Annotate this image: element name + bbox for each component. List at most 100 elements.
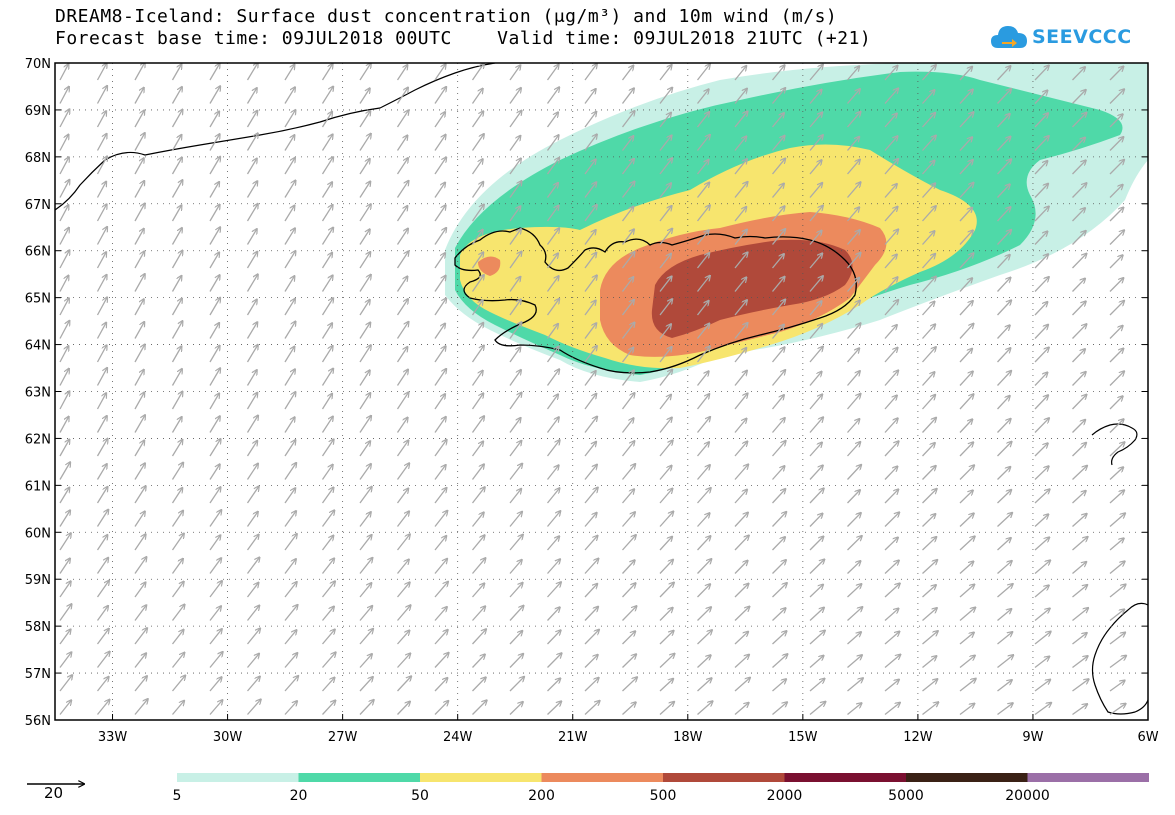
- wind-arrow: [622, 535, 636, 551]
- wind-arrow: [284, 559, 296, 574]
- wind-arrow: [359, 159, 370, 175]
- wind-arrow: [434, 64, 446, 81]
- wind-arrow: [471, 64, 484, 81]
- wind-arrow: [959, 183, 973, 198]
- wind-arrow: [171, 488, 183, 504]
- wind-arrow: [922, 136, 936, 151]
- wind-arrow: [734, 136, 746, 151]
- lat-label: 70N: [25, 57, 51, 72]
- wind-arrow: [884, 300, 898, 316]
- wind-arrow: [922, 702, 939, 716]
- wind-arrow: [59, 64, 68, 81]
- wind-arrow: [321, 369, 334, 386]
- wind-arrow: [622, 702, 636, 715]
- wind-arrow: [134, 699, 148, 715]
- wind-arrow: [359, 134, 371, 151]
- wind-arrow: [471, 416, 485, 433]
- wind-arrow: [621, 348, 634, 363]
- wind-arrow: [547, 630, 561, 645]
- wind-arrow: [622, 489, 635, 504]
- wind-arrow: [321, 64, 333, 81]
- wind-arrow: [659, 631, 674, 645]
- wind-arrow: [246, 322, 258, 339]
- wind-arrow: [697, 701, 713, 715]
- wind-arrow: [1109, 89, 1124, 104]
- wind-arrow: [1072, 160, 1086, 175]
- wind-arrow: [434, 536, 446, 551]
- wind-arrow: [321, 112, 333, 128]
- wind-arrow: [809, 417, 823, 433]
- wind-arrow: [434, 678, 447, 692]
- wind-arrow: [622, 512, 635, 527]
- wind-arrow: [734, 371, 747, 386]
- wind-arrow: [997, 655, 1014, 669]
- wind-arrow: [997, 680, 1012, 692]
- wind-arrow: [1072, 608, 1089, 622]
- wind-arrow: [1072, 67, 1086, 81]
- wind-arrow: [471, 464, 484, 480]
- lat-label: 67N: [25, 198, 51, 213]
- wind-arrow: [997, 66, 1011, 81]
- lat-label: 59N: [25, 573, 51, 588]
- colorbar: 5 20 50 200 500 2000 5000 20000: [173, 773, 1149, 804]
- wind-arrow: [509, 111, 522, 128]
- wind-arrow: [734, 230, 747, 245]
- wind-arrow: [696, 253, 710, 269]
- wind-arrow: [59, 417, 69, 433]
- wind-arrow: [209, 487, 221, 504]
- wind-arrow: [96, 134, 107, 151]
- wind-arrow: [209, 535, 220, 551]
- wind-arrow: [922, 254, 936, 269]
- wind-arrow: [1109, 301, 1124, 316]
- wind-arrow: [1109, 681, 1125, 692]
- wind-arrow: [959, 608, 975, 621]
- wind-arrow: [246, 63, 258, 81]
- wind-arrow: [621, 229, 634, 245]
- wind-arrow: [621, 441, 635, 457]
- wind-arrow: [734, 348, 746, 363]
- wind-arrow: [209, 677, 222, 692]
- wind-arrow: [284, 605, 298, 621]
- wind-arrow: [734, 607, 749, 621]
- wind-arrow: [59, 87, 69, 104]
- wind-arrow: [284, 65, 294, 81]
- wind-arrow: [1072, 633, 1087, 645]
- wind-arrow: [59, 652, 71, 668]
- wind-arrow: [772, 512, 787, 527]
- wind-arrow: [59, 510, 70, 527]
- wind-arrow: [321, 253, 333, 269]
- wind-arrow: [547, 653, 562, 668]
- wind-arrow: [96, 677, 109, 692]
- wind-arrow: [847, 561, 861, 574]
- map-subtitle: Forecast base time: 09JUL2018 00UTC Vali…: [55, 28, 872, 49]
- wind-arrow: [321, 465, 333, 480]
- wind-arrow: [209, 323, 219, 339]
- wind-arrow: [659, 135, 672, 151]
- wind-arrow: [809, 206, 823, 222]
- wind-arrow: [134, 605, 146, 621]
- wind-arrow: [621, 182, 635, 198]
- colorbar-label: 20: [290, 788, 308, 804]
- wind-arrow: [284, 440, 295, 457]
- wind-arrow: [284, 180, 295, 198]
- wind-arrow: [134, 345, 145, 363]
- wind-arrow: [734, 277, 746, 292]
- wind-arrow: [209, 252, 219, 269]
- wind-arrow: [359, 677, 373, 692]
- wind-arrow: [734, 490, 747, 504]
- wind-arrow: [509, 464, 522, 480]
- wind-arrow: [359, 300, 370, 316]
- wind-arrow: [621, 159, 634, 175]
- wind-arrow: [322, 701, 336, 715]
- wind-arrow: [1072, 537, 1088, 551]
- wind-arrow: [772, 608, 786, 621]
- wind-arrow: [659, 229, 672, 245]
- wind-arrow: [209, 275, 220, 292]
- wind-arrow: [134, 299, 144, 316]
- wind-arrow: [584, 442, 596, 457]
- wind-arrow: [209, 182, 219, 198]
- wind-arrow: [434, 440, 447, 457]
- wind-arrow: [922, 302, 935, 316]
- wind-arrow: [547, 511, 561, 527]
- wind-arrow: [696, 301, 709, 316]
